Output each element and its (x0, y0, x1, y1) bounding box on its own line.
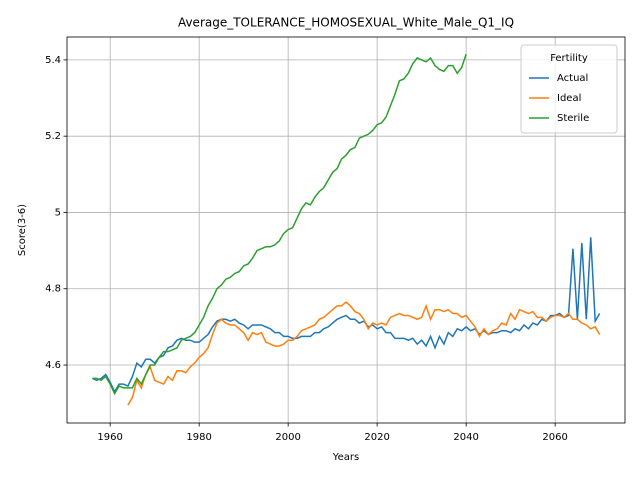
y-tick-label: 5 (55, 207, 61, 218)
x-tick-label: 1960 (97, 432, 122, 443)
legend-box (520, 44, 618, 134)
y-tick-label: 4.6 (45, 360, 61, 371)
y-tick-label: 5.4 (45, 55, 61, 66)
series-line (92, 237, 601, 394)
chart-title: Average_TOLERANCE_HOMOSEXUAL_White_Male_… (178, 16, 514, 30)
x-tick-label: 1980 (186, 432, 211, 443)
series-line (127, 301, 601, 406)
legend-label: Sterile (557, 113, 589, 124)
legend-label: Ideal (557, 93, 581, 104)
y-tick-label: 5.2 (45, 131, 61, 142)
y-tick-label: 4.8 (45, 284, 61, 295)
x-axis-label: Years (332, 452, 359, 463)
x-tick-label: 2000 (275, 432, 300, 443)
x-tick-label: 2020 (364, 432, 389, 443)
x-tick-label: 2060 (542, 432, 567, 443)
series-line (92, 53, 467, 396)
x-tick-label: 2040 (453, 432, 478, 443)
legend: Fertility Actual Ideal Sterile (520, 44, 618, 134)
legend-label: Actual (557, 73, 588, 84)
legend-title: Fertility (550, 53, 588, 64)
y-axis-label: Score(3-6) (17, 204, 28, 256)
plot-frame (66, 36, 626, 424)
